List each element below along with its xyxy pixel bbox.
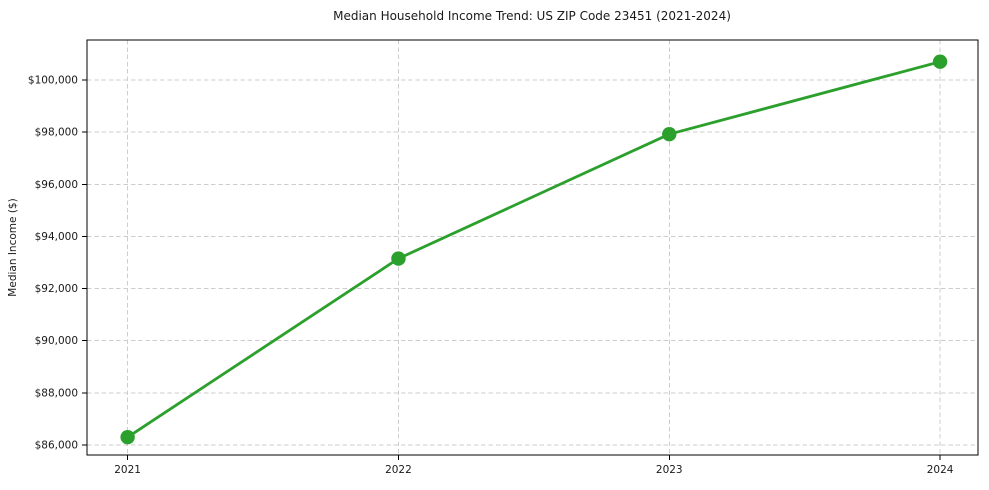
data-point-2022 [391,251,406,266]
plot-area: 2021 2022 2023 2024 $86,000 $88,000 $90,000 $92… [28,39,979,476]
y-axis-label: Median Income ($) [7,198,19,296]
y-tick-label: $88,000 [35,387,78,399]
trend-line [126,60,942,439]
x-tick-label: 2023 [656,464,683,476]
y-tick-label: $90,000 [35,335,78,347]
plot-border [86,39,979,456]
x-tick-label: 2024 [927,464,954,476]
y-tick-label: $86,000 [35,439,78,451]
y-tick-label: $96,000 [35,179,78,191]
data-point-2024 [932,54,948,69]
y-tick-label: $94,000 [35,231,78,243]
x-tick-label: 2022 [385,464,412,476]
data-point-2023 [662,127,677,142]
data-point-2021 [120,429,135,445]
x-tick-label: 2021 [114,464,141,476]
y-tick-label: $92,000 [35,283,78,295]
chart-title: Median Household Income Trend: US ZIP Co… [333,9,731,23]
y-tick-label: $100,000 [28,74,78,86]
y-tick-label: $98,000 [35,127,78,139]
